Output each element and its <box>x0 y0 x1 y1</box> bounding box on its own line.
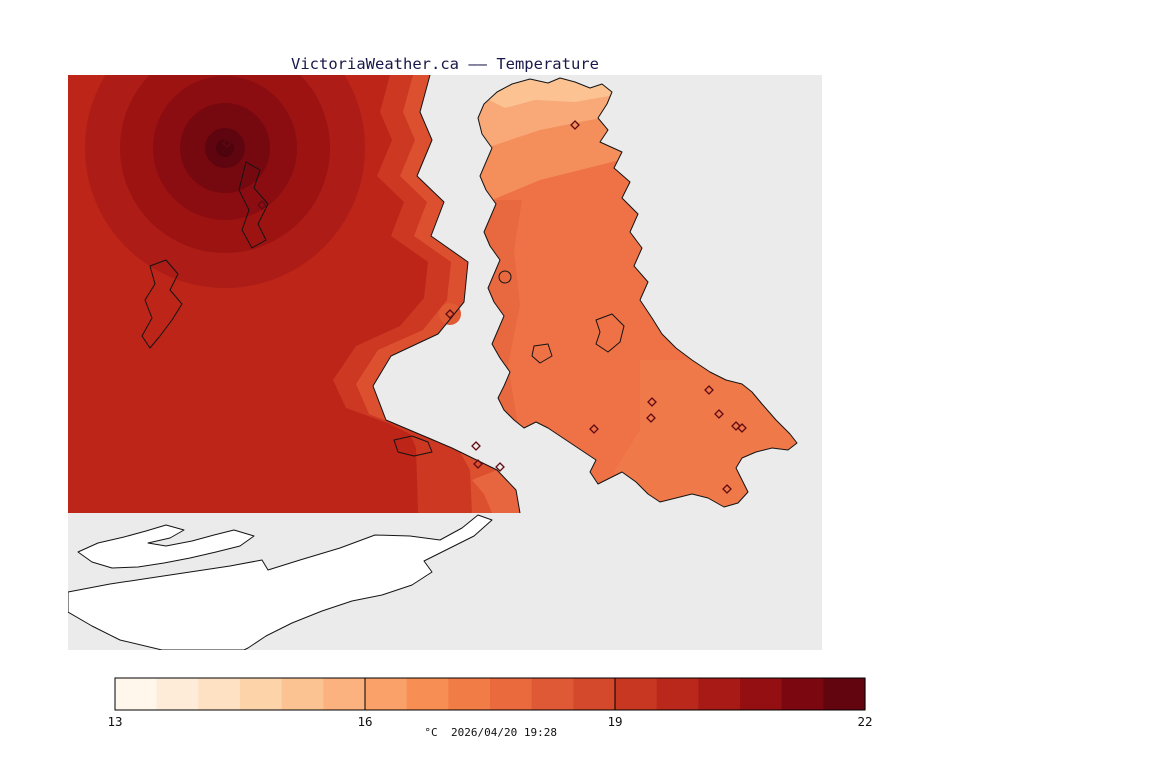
colorbar-cell <box>740 678 783 710</box>
station-marker-icon <box>257 200 267 210</box>
lake-outline <box>393 435 433 457</box>
figure-title: VictoriaWeather.ca –– Temperature <box>291 55 599 73</box>
station-marker-icon <box>647 397 657 407</box>
colorbar-cell <box>156 678 199 710</box>
colorbar-cell <box>531 678 574 710</box>
coastline-island <box>477 77 798 508</box>
colorbar-tick-label: 13 <box>107 714 122 729</box>
colorbar-cell <box>615 678 658 710</box>
colorbar-cell <box>240 678 283 710</box>
colorbar-cell <box>448 678 491 710</box>
colorbar-cell <box>323 678 366 710</box>
land-outline-thin-island <box>77 524 255 569</box>
coastline-west-block <box>372 75 521 514</box>
temp-band-block-corner <box>472 470 520 513</box>
colorbar-cell <box>823 678 866 710</box>
colorbar-cell <box>573 678 616 710</box>
station-marker-icon <box>445 309 455 319</box>
colorbar-unit-label: °C <box>424 726 437 739</box>
colorbar-tick-label: 16 <box>357 714 372 729</box>
station-marker-icon <box>473 459 483 469</box>
colorbar-cell <box>490 678 533 710</box>
colorbar-ticks: 13 16 19 22 <box>107 678 873 729</box>
colorbar-cell <box>781 678 824 710</box>
colorbar: 13 16 19 22 <box>107 677 873 729</box>
station-marker-icon <box>495 462 505 472</box>
station-marker-icon <box>589 424 599 434</box>
station-marker-icon <box>731 421 741 431</box>
temp-halo-spot <box>439 303 461 325</box>
timestamp-label: 2026/04/20 19:28 <box>451 726 557 739</box>
colorbar-cell <box>115 678 158 710</box>
colorbar-cell <box>281 678 324 710</box>
colorbar-cell <box>365 678 408 710</box>
lake-outline <box>498 270 512 284</box>
lake-outline <box>238 161 269 249</box>
land-outline-south-main <box>68 514 493 650</box>
station-marker-icon <box>722 484 732 494</box>
station-marker-icon <box>570 120 580 130</box>
lake-outline <box>141 259 183 349</box>
colorbar-cell <box>198 678 241 710</box>
temp-ring-6 <box>216 139 234 157</box>
colorbar-tick-label: 19 <box>607 714 622 729</box>
colorbar-border <box>114 677 866 711</box>
colorbar-cells <box>115 678 866 710</box>
station-marker-icon <box>737 423 747 433</box>
lake-outline <box>531 343 553 364</box>
colorbar-cell <box>656 678 699 710</box>
colorbar-tick-label: 22 <box>857 714 872 729</box>
station-marker-icon <box>714 409 724 419</box>
colorbar-cell <box>698 678 741 710</box>
station-markers <box>222 120 747 494</box>
station-marker-icon <box>704 385 714 395</box>
colorbar-cell <box>406 678 449 710</box>
station-marker-icon <box>646 413 656 423</box>
lake-outline <box>595 313 625 353</box>
coastlines <box>141 75 798 514</box>
land-no-data <box>68 514 493 650</box>
station-marker-icon <box>471 441 481 451</box>
station-marker-icon <box>222 138 232 148</box>
temperature-field <box>68 75 797 513</box>
